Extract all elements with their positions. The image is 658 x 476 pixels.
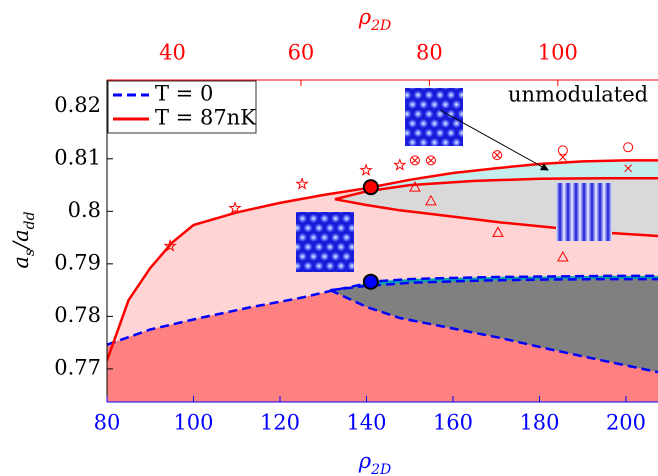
- legend-label: T = 87nK: [155, 106, 256, 130]
- inset-hexagonal: [296, 212, 354, 272]
- critical-point: [362, 179, 379, 196]
- triangle-marker: [425, 194, 437, 206]
- star-marker: [295, 176, 309, 190]
- circle-cross-marker: [409, 155, 420, 166]
- circle-marker: [623, 142, 634, 153]
- x-tick-label: 100: [173, 411, 213, 435]
- axes: 0.77 0.78 0.79 0.8 0.81 0.82 80 100 120 140 160 180…: [9, 5, 658, 476]
- x2-tick-label: 60: [288, 41, 315, 65]
- x-axis-label: ρ2D: [358, 449, 392, 476]
- x2-tick-label: 80: [416, 41, 443, 65]
- y-tick-label: 0.81: [54, 145, 101, 169]
- critical-point: [362, 273, 379, 290]
- y-tick-label: 0.82: [54, 93, 101, 117]
- x-tick-label: 160: [433, 411, 473, 435]
- curve: [107, 159, 658, 361]
- inset-hexagonal: [405, 88, 463, 146]
- triangle-marker: [557, 250, 569, 262]
- triangle-marker: [409, 181, 421, 192]
- cross-marker: [624, 164, 633, 173]
- curve: [329, 288, 658, 374]
- curve: [107, 274, 658, 346]
- x-tick-label: 120: [260, 411, 300, 435]
- x-tick-label: 180: [519, 411, 559, 435]
- y-tick-label: 0.78: [54, 303, 101, 327]
- x2-tick-label: 100: [538, 41, 578, 65]
- legend-box: [107, 80, 257, 134]
- circle-marker: [557, 145, 568, 156]
- x-tick-label: 200: [606, 411, 646, 435]
- inset-stripes: [556, 183, 612, 241]
- circle-cross-marker: [492, 150, 503, 161]
- region-lens: [330, 279, 658, 373]
- x2-axis-label: ρ2D: [358, 5, 392, 35]
- legend-label: T = 0: [155, 82, 213, 106]
- star-marker: [228, 201, 242, 214]
- arrow: [439, 109, 549, 171]
- y-axis-label: as/add: [9, 211, 39, 268]
- cross-marker: [558, 153, 567, 162]
- annotation: unmodulated: [508, 83, 648, 107]
- star-marker: [163, 238, 177, 252]
- x-tick-label: 140: [346, 411, 386, 435]
- y-tick-label: 0.79: [54, 250, 101, 274]
- y-tick-label: 0.8: [68, 198, 101, 222]
- y-tick-label: 0.77: [54, 355, 101, 379]
- triangle-marker: [492, 226, 504, 237]
- markers: [163, 142, 634, 290]
- x-tick-label: 80: [94, 411, 121, 435]
- x2-tick-label: 40: [159, 41, 186, 65]
- circle-cross-marker: [425, 155, 436, 166]
- star-marker: [359, 163, 373, 177]
- star-marker: [393, 158, 407, 171]
